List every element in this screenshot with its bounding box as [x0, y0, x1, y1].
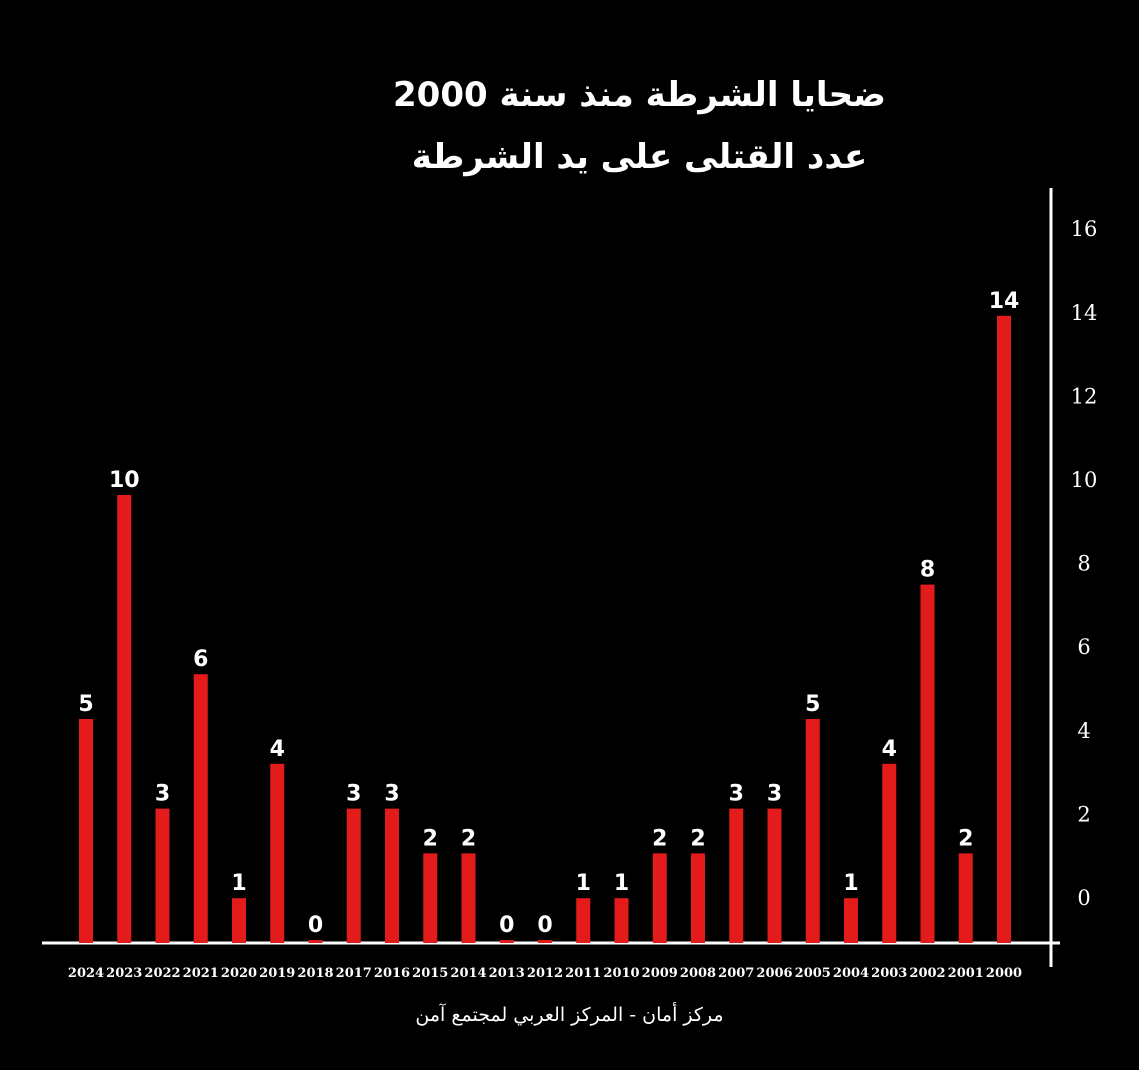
x-tick-label: 2001 [948, 966, 984, 981]
y-tick-label: 0 [1077, 886, 1090, 910]
bar [155, 808, 170, 943]
x-tick-label: 2007 [718, 966, 754, 981]
bar [805, 719, 820, 943]
y-tick-label: 14 [1071, 301, 1098, 325]
bar [920, 584, 935, 943]
x-tick-label: 2011 [565, 966, 601, 981]
bar [193, 674, 208, 943]
chart-subtitle: عدد القتلى على يد الشرطة [411, 137, 868, 177]
x-tick-label: 2000 [986, 966, 1022, 981]
data-label: 0 [499, 913, 514, 938]
x-tick-label: 2002 [909, 966, 945, 981]
x-tick-label: 2019 [259, 966, 295, 981]
y-tick-label: 12 [1071, 384, 1098, 408]
data-label: 4 [882, 737, 897, 762]
x-tick-label: 2018 [297, 966, 333, 981]
data-label: 8 [920, 558, 935, 583]
data-label: 0 [537, 913, 552, 938]
bar [308, 940, 323, 943]
x-tick-label: 2014 [450, 966, 486, 981]
data-label: 1 [231, 871, 246, 896]
data-label: 4 [270, 737, 285, 762]
data-label: 2 [652, 826, 667, 851]
bar [844, 898, 858, 943]
bar [232, 898, 246, 943]
bar [997, 315, 1011, 943]
y-tick-label: 16 [1071, 217, 1098, 241]
data-label: 6 [193, 647, 208, 672]
bar [614, 898, 629, 943]
data-label: 1 [576, 871, 591, 896]
x-tick-label: 2023 [106, 966, 142, 981]
title-block: ضحايا الشرطة منذ سنة 2000 عدد القتلى على… [0, 70, 1139, 182]
x-tick-label: 2016 [374, 966, 410, 981]
x-tick-label: 2003 [871, 966, 907, 981]
y-tick-label: 2 [1077, 802, 1090, 826]
x-tick-label: 2009 [642, 966, 678, 981]
x-tick-label: 2022 [144, 966, 180, 981]
bar [346, 808, 361, 943]
bar [423, 853, 438, 943]
x-tick-label: 2015 [412, 966, 448, 981]
data-label: 5 [805, 692, 820, 717]
data-label: 1 [843, 871, 858, 896]
data-label: 1 [614, 871, 629, 896]
data-label: 3 [729, 782, 744, 807]
bar [79, 719, 93, 943]
bar [958, 853, 973, 943]
x-tick-label: 2017 [336, 966, 372, 981]
data-label: 0 [308, 913, 323, 938]
data-label: 14 [989, 289, 1020, 314]
x-tick-label: 2024 [68, 966, 104, 981]
data-label: 10 [109, 468, 140, 493]
bar [691, 853, 705, 943]
bar [270, 763, 285, 943]
bar [652, 853, 667, 943]
data-label: 5 [78, 692, 93, 717]
y-tick-label: 6 [1077, 635, 1090, 659]
bar [767, 808, 782, 943]
bar [538, 940, 552, 943]
bar [117, 495, 132, 943]
bar [461, 853, 476, 943]
bar [576, 898, 591, 943]
y-tick-label: 8 [1077, 552, 1090, 576]
data-label: 2 [690, 826, 705, 851]
x-tick-label: 2008 [680, 966, 716, 981]
x-tick-label: 2013 [489, 966, 525, 981]
x-tick-label: 2004 [833, 966, 869, 981]
source-text: مركز أمان - المركز العربي لمجتمع آمن [415, 1004, 724, 1026]
y-tick-label: 10 [1071, 468, 1098, 492]
bar [882, 763, 897, 943]
data-label: 2 [958, 826, 973, 851]
x-tick-label: 2021 [183, 966, 219, 981]
x-tick-label: 2012 [527, 966, 563, 981]
data-label: 3 [767, 782, 782, 807]
chart-title: ضحايا الشرطة منذ سنة 2000 [393, 75, 886, 115]
x-tick-label: 2010 [603, 966, 639, 981]
data-label: 3 [346, 782, 361, 807]
data-label: 3 [155, 782, 170, 807]
y-tick-label: 4 [1077, 719, 1090, 743]
data-label: 2 [423, 826, 438, 851]
bar [729, 808, 744, 943]
source-credit: مركز أمان - المركز العربي لمجتمع آمن [0, 1004, 1139, 1026]
x-tick-label: 2006 [756, 966, 792, 981]
x-tick-label: 2005 [795, 966, 831, 981]
bar [385, 808, 399, 943]
x-tick-label: 2020 [221, 966, 257, 981]
data-label: 3 [384, 782, 399, 807]
bar [499, 940, 514, 943]
data-label: 2 [461, 826, 476, 851]
